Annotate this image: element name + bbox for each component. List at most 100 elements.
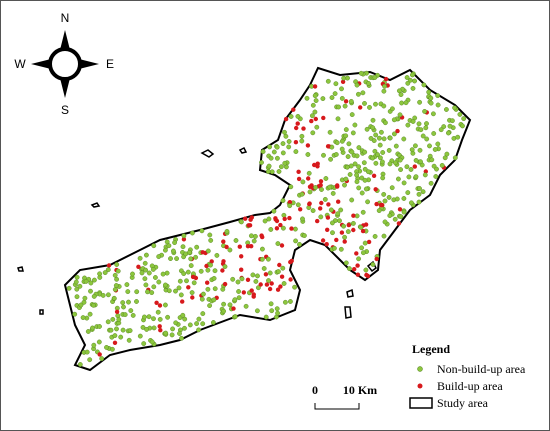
non-build-up-point: [174, 256, 180, 261]
non-build-up-point: [224, 228, 230, 234]
build-up-point: [312, 162, 317, 168]
non-build-up-point: [310, 208, 316, 214]
non-build-up-point: [205, 267, 211, 273]
non-build-up-point: [194, 244, 200, 250]
non-build-up-point: [130, 271, 135, 277]
non-build-up-point: [162, 247, 168, 253]
legend: Legend Non-build-up area Build-up area S…: [409, 342, 526, 410]
non-build-up-point: [418, 127, 424, 133]
non-build-up-point: [111, 295, 117, 301]
non-build-up-point: [134, 299, 139, 304]
non-build-up-point: [114, 326, 119, 332]
non-build-up-point: [382, 198, 388, 204]
non-build-up-point: [252, 233, 258, 239]
legend-item: Study area: [437, 396, 489, 410]
legend-swatch: [417, 383, 423, 389]
non-build-up-point: [110, 316, 116, 322]
non-build-up-point: [280, 150, 286, 156]
build-up-point: [245, 277, 251, 282]
non-build-up-point: [424, 136, 430, 142]
non-build-up-point: [421, 82, 427, 88]
non-build-up-point: [189, 230, 195, 236]
non-build-up-point: [232, 314, 238, 319]
non-build-up-point: [422, 109, 427, 114]
non-build-up-point: [386, 194, 392, 200]
non-build-up-point: [106, 292, 111, 298]
non-build-up-point: [275, 241, 281, 247]
non-build-up-point: [420, 189, 426, 195]
non-build-up-point: [178, 292, 184, 298]
non-build-up-point: [305, 152, 311, 157]
non-build-up-point: [199, 228, 205, 234]
non-build-up-point: [363, 267, 369, 273]
non-build-up-point: [457, 112, 463, 117]
non-build-up-point: [182, 316, 188, 322]
non-build-up-point: [293, 149, 299, 155]
non-build-up-point: [381, 88, 387, 94]
non-build-up-point: [380, 150, 386, 155]
non-build-up-point: [73, 279, 79, 285]
compass-ring: [48, 47, 82, 81]
non-build-up-point: [306, 170, 312, 176]
non-build-up-point: [300, 216, 305, 222]
non-build-up-point: [461, 116, 467, 122]
non-build-up-point: [348, 99, 354, 104]
build-up-point: [222, 281, 228, 287]
build-up-point: [364, 272, 369, 278]
non-build-up-point: [373, 132, 379, 138]
non-build-up-point: [310, 130, 316, 136]
build-up-point: [181, 237, 187, 242]
non-build-up-point: [90, 325, 95, 331]
non-build-up-point: [274, 306, 280, 312]
non-build-up-point: [164, 270, 170, 276]
non-build-up-point: [259, 160, 264, 165]
non-build-up-point: [189, 290, 195, 295]
non-build-up-point: [410, 86, 416, 91]
non-build-up-point: [152, 275, 158, 280]
non-build-up-point: [312, 109, 318, 115]
non-build-up-point: [328, 156, 333, 162]
non-build-up-point: [349, 197, 355, 203]
non-build-up-point: [397, 112, 403, 118]
non-build-up-point: [173, 320, 179, 326]
non-build-up-point: [345, 229, 351, 235]
build-up-point: [190, 295, 195, 300]
non-build-up-point: [288, 184, 294, 190]
non-build-up-point: [341, 75, 347, 81]
non-build-up-point: [172, 240, 178, 246]
non-build-up-point: [100, 292, 106, 298]
non-build-up-point: [393, 160, 398, 166]
non-build-up-point: [243, 303, 249, 309]
build-up-point: [306, 176, 311, 181]
non-build-up-point: [389, 185, 395, 191]
non-build-up-point: [274, 155, 280, 161]
build-up-point: [378, 202, 384, 208]
non-build-up-point: [156, 254, 162, 260]
non-build-up-point: [389, 106, 395, 112]
non-build-up-point: [232, 297, 238, 303]
non-build-up-point: [380, 175, 386, 181]
non-build-up-point: [212, 286, 218, 292]
non-build-up-point: [330, 230, 335, 236]
non-build-up-point: [112, 287, 118, 292]
build-up-point: [307, 201, 312, 207]
non-build-up-point: [394, 196, 400, 202]
non-build-up-point: [200, 291, 206, 297]
non-build-up-point: [297, 241, 302, 247]
non-build-up-point: [142, 276, 148, 282]
build-up-point: [269, 281, 274, 286]
build-up-point: [307, 184, 313, 189]
non-build-up-point: [381, 233, 387, 239]
non-build-up-point: [194, 321, 200, 326]
non-build-up-point: [423, 125, 429, 131]
build-up-point: [289, 226, 294, 231]
non-build-up-point: [435, 102, 441, 108]
non-build-up-point: [445, 130, 451, 136]
non-build-up-point: [381, 136, 387, 142]
non-build-up-point: [346, 266, 352, 271]
non-build-up-point: [386, 147, 392, 153]
non-build-up-point: [265, 169, 271, 174]
non-build-up-point: [268, 155, 274, 161]
non-build-up-point: [382, 219, 388, 225]
non-build-up-point: [102, 270, 108, 275]
